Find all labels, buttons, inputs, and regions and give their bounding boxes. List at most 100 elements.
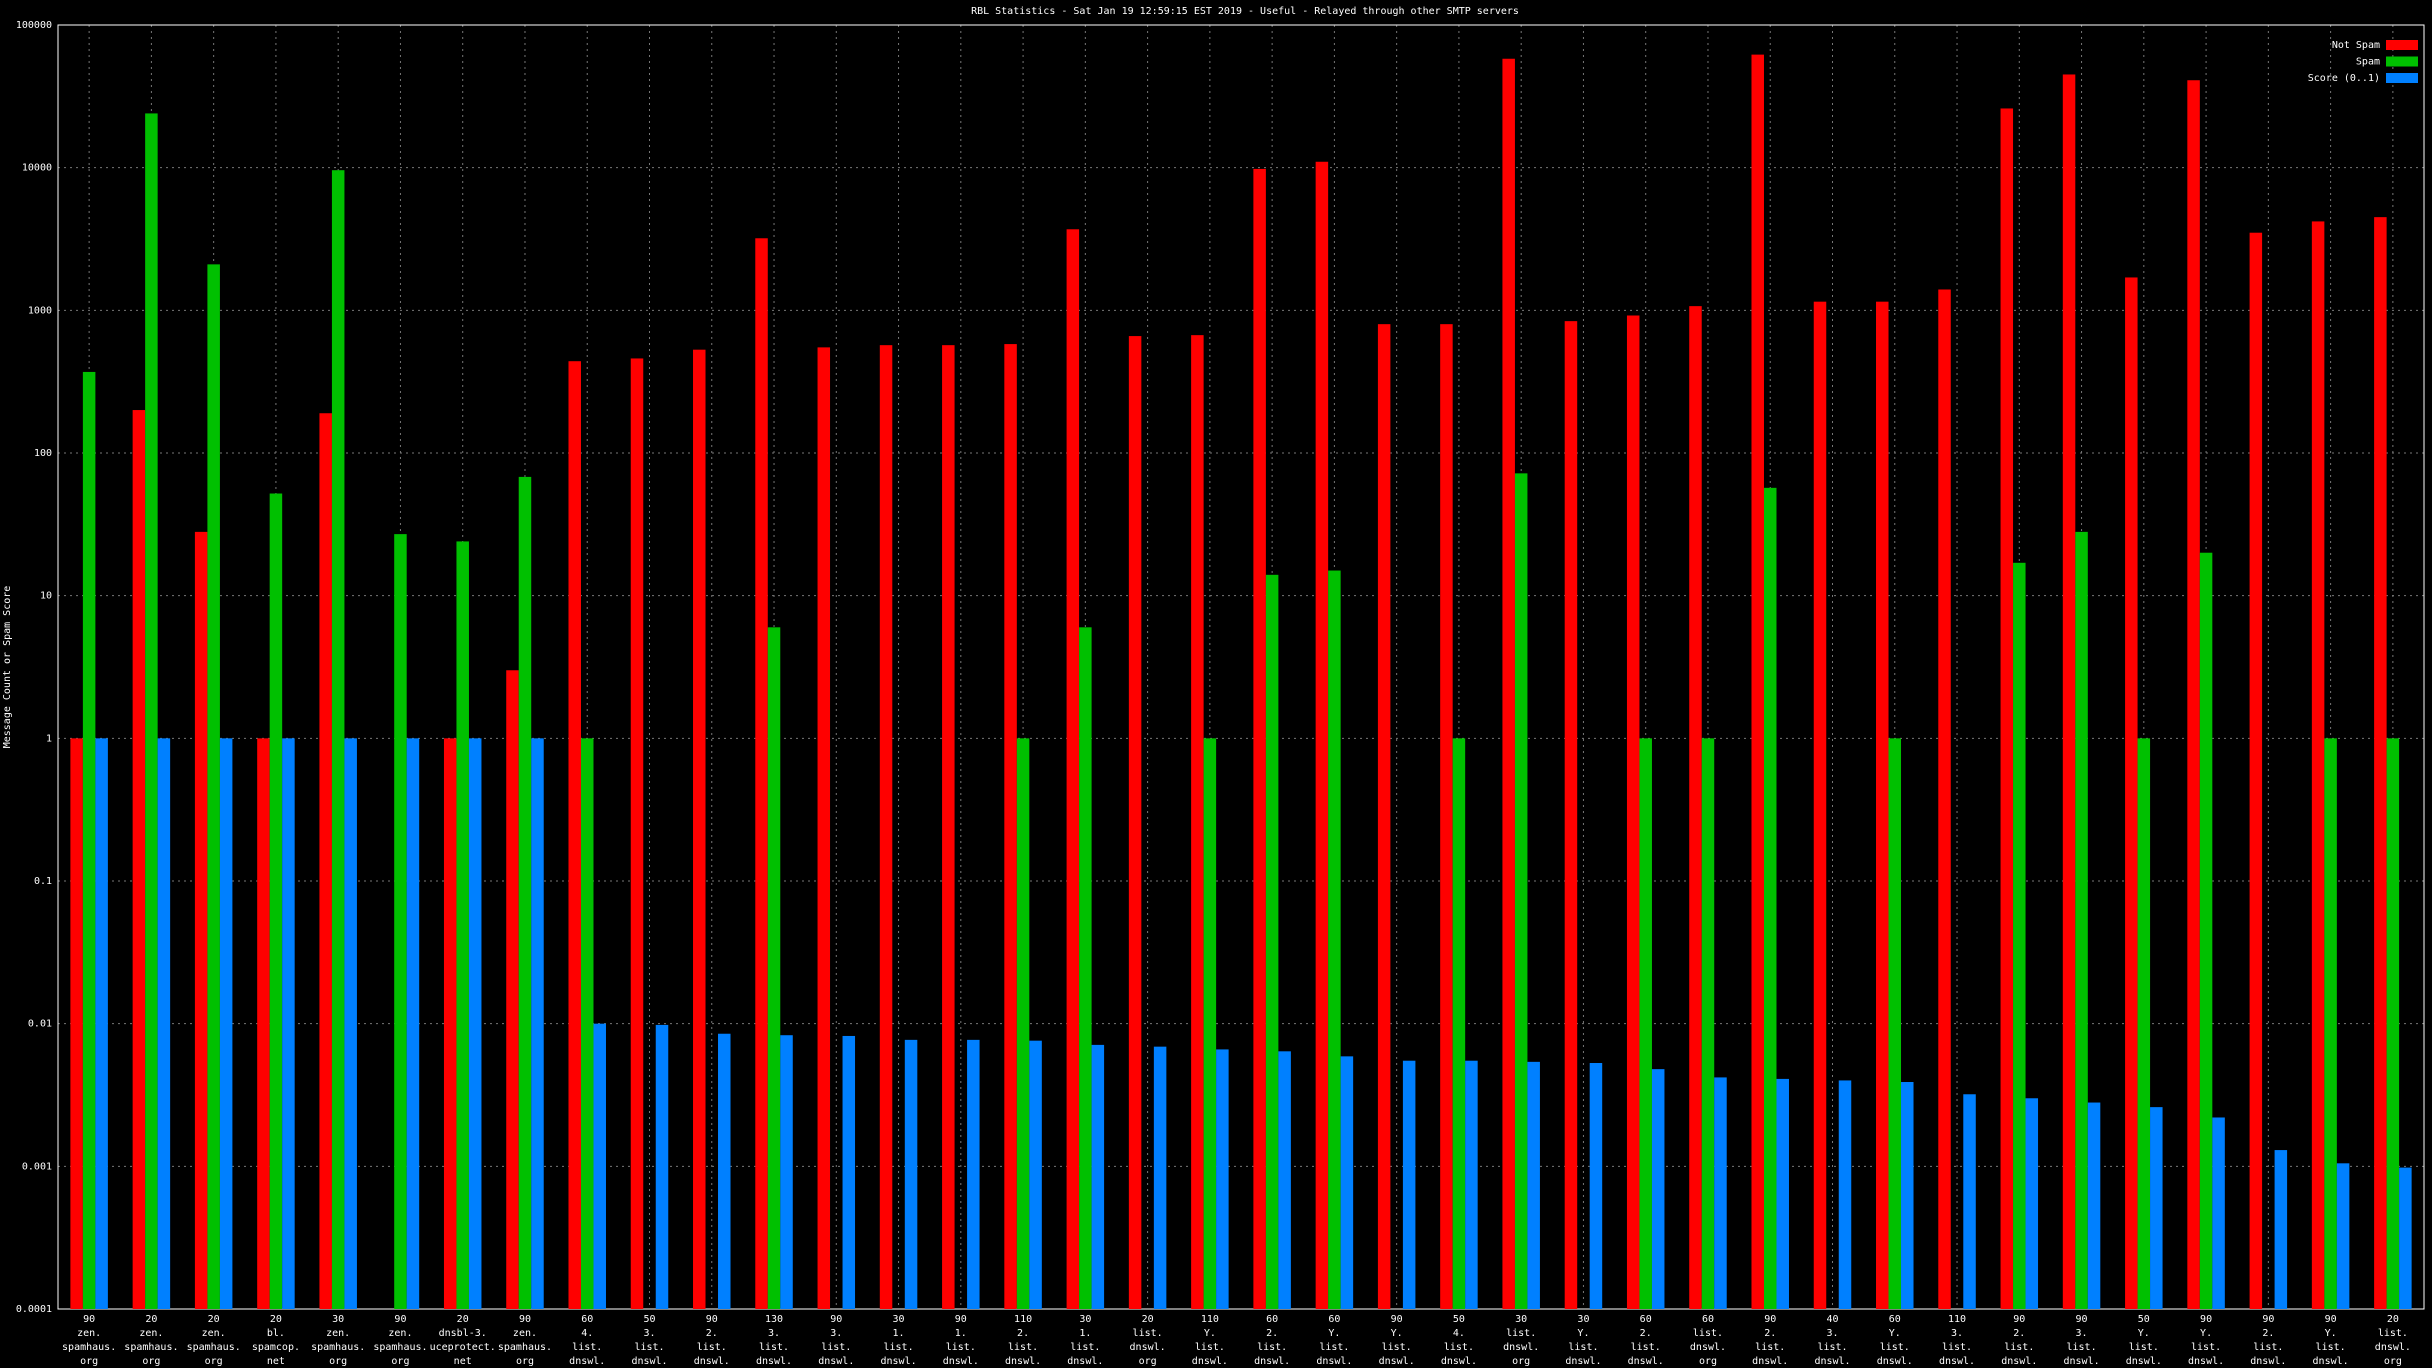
bar bbox=[257, 738, 270, 1309]
bar bbox=[1191, 335, 1204, 1309]
bar bbox=[1004, 344, 1017, 1310]
legend-label: Spam bbox=[2356, 57, 2380, 68]
y-tick-label: 100000 bbox=[16, 20, 52, 31]
legend-swatch bbox=[2386, 40, 2418, 50]
bar bbox=[718, 1033, 731, 1309]
bar bbox=[207, 264, 220, 1309]
bar bbox=[2013, 562, 2026, 1309]
x-tick-label: 504.list.dnswl.org5 hops bbox=[1441, 1314, 1477, 1368]
x-tick-label: 902.list.dnswl.org4 hops bbox=[694, 1314, 730, 1368]
bar bbox=[2199, 552, 2213, 1309]
bar bbox=[904, 1039, 918, 1309]
bar bbox=[1589, 1063, 1603, 1309]
bar bbox=[1328, 570, 1341, 1309]
bar bbox=[2311, 221, 2325, 1310]
bar bbox=[406, 738, 420, 1309]
bar bbox=[1626, 315, 1640, 1309]
bar bbox=[1514, 473, 1528, 1310]
bar bbox=[1876, 301, 1889, 1309]
y-tick-label: 0.01 bbox=[28, 1019, 52, 1030]
bar bbox=[1452, 738, 1466, 1309]
bar bbox=[842, 1035, 856, 1309]
bar bbox=[780, 1035, 793, 1309]
bar bbox=[531, 738, 544, 1309]
bar bbox=[95, 738, 108, 1309]
bar bbox=[2087, 1102, 2101, 1309]
bar bbox=[1029, 1040, 1042, 1309]
bar bbox=[1564, 321, 1578, 1309]
bar bbox=[70, 738, 83, 1309]
bar bbox=[132, 410, 146, 1309]
bar bbox=[1901, 1082, 1914, 1309]
y-tick-label: 10000 bbox=[22, 163, 52, 174]
bar bbox=[1776, 1078, 1789, 1309]
bar bbox=[1265, 574, 1279, 1309]
bar bbox=[1527, 1061, 1540, 1309]
bar bbox=[506, 670, 519, 1309]
bar bbox=[1278, 1051, 1291, 1309]
bar bbox=[2274, 1150, 2288, 1309]
bar bbox=[1963, 1094, 1976, 1309]
bar bbox=[2000, 108, 2014, 1310]
bar bbox=[2150, 1107, 2163, 1309]
bar bbox=[1153, 1046, 1167, 1309]
bar bbox=[1813, 301, 1827, 1309]
bar bbox=[2187, 80, 2200, 1310]
bar bbox=[468, 738, 482, 1309]
bar bbox=[630, 358, 644, 1310]
bar bbox=[1714, 1077, 1727, 1309]
bar bbox=[2062, 74, 2076, 1310]
bar bbox=[1639, 738, 1652, 1309]
bar bbox=[1016, 738, 1030, 1309]
bar bbox=[2212, 1117, 2225, 1309]
bar bbox=[655, 1024, 669, 1309]
bar bbox=[1315, 161, 1329, 1309]
bar bbox=[1651, 1069, 1665, 1309]
y-tick-label: 0.001 bbox=[22, 1161, 52, 1172]
bar bbox=[2125, 277, 2138, 1310]
bar bbox=[817, 347, 831, 1310]
chart-title: RBL Statistics - Sat Jan 19 12:59:15 EST… bbox=[971, 6, 1519, 17]
legend-swatch bbox=[2386, 56, 2418, 67]
bar bbox=[2075, 531, 2088, 1309]
bar bbox=[331, 170, 345, 1310]
legend-label: Not Spam bbox=[2332, 40, 2380, 51]
bar bbox=[879, 345, 893, 1309]
bar bbox=[518, 476, 532, 1309]
bar bbox=[1079, 627, 1092, 1309]
x-tick-label: 90Y.list.dnswl.org4 hops bbox=[1379, 1314, 1415, 1368]
bar bbox=[693, 349, 706, 1309]
bar bbox=[1440, 324, 1453, 1309]
bar bbox=[1402, 1060, 1416, 1309]
bar bbox=[157, 738, 171, 1309]
bar bbox=[593, 1023, 606, 1309]
bar bbox=[82, 371, 96, 1310]
y-tick-label: 0.0001 bbox=[16, 1304, 52, 1315]
